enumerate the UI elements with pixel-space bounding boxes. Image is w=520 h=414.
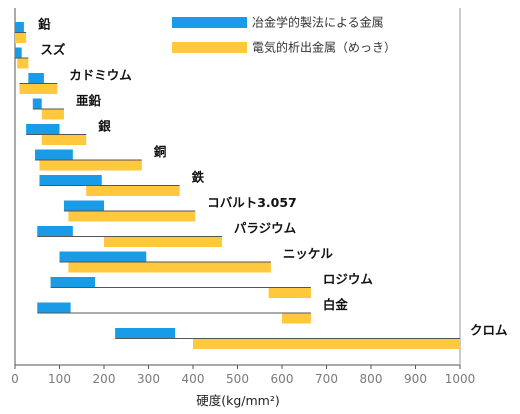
legend-label-electro: 電気的析出金属（めっき） — [252, 40, 396, 55]
category-row: 鉛 — [15, 17, 51, 43]
x-axis-label: 硬度(kg/mm²) — [196, 393, 280, 408]
category-label: 銅 — [153, 144, 167, 159]
metallurgical-bar — [28, 73, 44, 83]
electro-bar — [282, 313, 311, 324]
category-label: クロム — [470, 323, 508, 338]
x-tick-label: 100 — [48, 372, 71, 386]
category-label: 亜鉛 — [76, 93, 102, 108]
x-tick-label: 600 — [271, 372, 294, 386]
x-tick-label: 800 — [360, 372, 383, 386]
x-tick-label: 1000 — [445, 372, 476, 386]
x-axis: 0 100 200 300 400 500 600 700 800 900 1000 — [11, 365, 475, 386]
category-label: 白金 — [323, 297, 349, 312]
metallurgical-bar — [39, 175, 102, 185]
metallurgical-bar — [50, 277, 96, 287]
category-label: カドミウム — [69, 68, 132, 83]
category-label: スズ — [40, 42, 66, 57]
x-tick-label: 300 — [137, 372, 160, 386]
category-label: 銀 — [97, 119, 111, 134]
metallurgical-bar — [32, 98, 42, 109]
legend-swatch-electro — [172, 42, 247, 53]
electro-bar — [17, 58, 29, 69]
category-label: コバルト3.057 — [207, 195, 297, 210]
category-row: スズ — [15, 42, 66, 69]
category-row: 銅 — [35, 144, 166, 171]
electro-bar — [41, 109, 64, 120]
x-tick-label: 200 — [93, 372, 116, 386]
metallurgical-bar — [59, 251, 147, 262]
metallurgical-bar — [37, 302, 71, 313]
electro-bar — [68, 211, 196, 222]
electro-bar — [268, 288, 311, 298]
category-label: ロジウム — [323, 272, 374, 287]
category-row: パラジウム — [37, 221, 297, 247]
electro-bar — [68, 262, 271, 273]
metallurgical-bar — [115, 328, 176, 338]
plot-area — [14, 8, 461, 366]
legend-swatch-metallurgical — [172, 17, 247, 28]
metallurgical-bar — [63, 200, 104, 211]
category-row: クロム — [115, 323, 508, 349]
metallurgical-bar — [15, 47, 22, 58]
x-tick-label: 400 — [182, 372, 205, 386]
category-row: 銀 — [26, 119, 111, 145]
category-label: 鉛 — [37, 17, 51, 32]
metallurgical-bar — [37, 226, 73, 236]
x-tick-label: 500 — [226, 372, 249, 386]
metallurgical-bar — [35, 149, 73, 160]
category-row: ロジウム — [50, 272, 374, 298]
category-row: ニッケル — [59, 246, 334, 273]
category-label: 鉄 — [192, 170, 205, 185]
electro-bar — [15, 33, 27, 43]
x-tick-label: 700 — [315, 372, 338, 386]
category-label: パラジウム — [234, 221, 297, 236]
category-row: 白金 — [37, 297, 348, 324]
metallurgical-bar — [15, 22, 24, 32]
electro-bar — [86, 186, 180, 196]
x-tick-label: 0 — [11, 372, 19, 386]
category-row: カドミウム — [19, 68, 132, 94]
electro-bar — [39, 160, 142, 171]
category-label: ニッケル — [283, 246, 334, 261]
electro-bar — [19, 84, 58, 94]
category-row: 亜鉛 — [32, 93, 102, 120]
metallurgical-bar — [26, 124, 60, 134]
category-row: 鉄 — [39, 170, 205, 196]
electro-bar — [193, 339, 460, 349]
category-row: コバルト3.057 — [63, 195, 297, 222]
legend-label-metallurgical: 冶金学的製法による金属 — [252, 15, 384, 30]
x-tick-label: 900 — [404, 372, 427, 386]
electro-bar — [41, 135, 87, 145]
electro-bar — [104, 237, 222, 247]
